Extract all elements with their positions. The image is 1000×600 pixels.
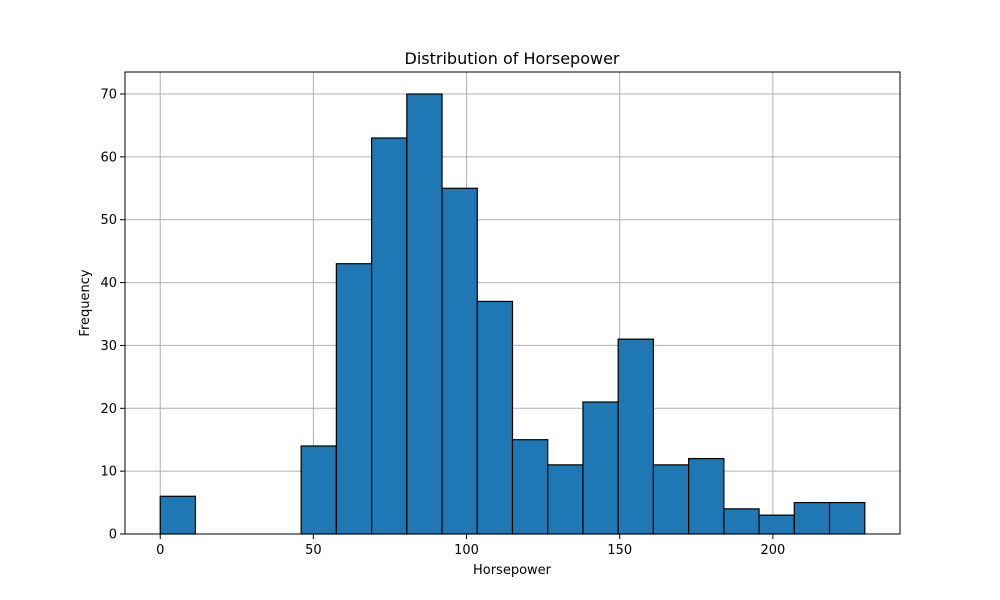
plot-frame [124,71,901,535]
histogram-bar [688,457,725,535]
histogram-bar [476,300,514,535]
histogram-bar [723,508,760,535]
histogram-bar [406,93,443,535]
histogram-bar [758,514,795,535]
histogram-bar [617,338,655,535]
y-tick-label: 50 [100,213,117,228]
x-tick-label: 100 [454,543,479,558]
y-axis-label: Frequency [78,269,93,336]
y-tick-label: 20 [100,402,117,417]
y-tick-label: 60 [100,150,117,165]
y-tick-label: 40 [100,276,117,291]
bars-layer [159,93,866,535]
y-tick-label: 70 [100,88,117,103]
x-tick-label: 50 [305,543,322,558]
histogram-bar [793,501,831,535]
x-tick-label: 150 [607,543,632,558]
histogram-bar [159,495,197,535]
histogram-bar [335,263,373,535]
histogram-bar [582,401,619,535]
histogram-bar [511,439,549,535]
y-tick-label: 30 [100,339,117,354]
chart-title: Distribution of Horsepower [405,49,620,68]
x-tick-label: 200 [760,543,785,558]
x-axis-label: Horsepower [473,563,552,578]
y-tick-label: 0 [109,528,117,543]
histogram-bar [828,501,866,535]
histogram-bar [652,464,690,535]
histogram-bar [370,137,408,535]
y-tick-label: 10 [100,465,117,480]
histogram-bar [441,187,478,535]
histogram-bar [547,464,584,535]
x-tick-label: 0 [156,543,164,558]
histogram-bar [300,445,337,535]
ticks-layer: 0 50 100 150 200 0 10 20 30 40 50 60 70 [100,88,785,559]
